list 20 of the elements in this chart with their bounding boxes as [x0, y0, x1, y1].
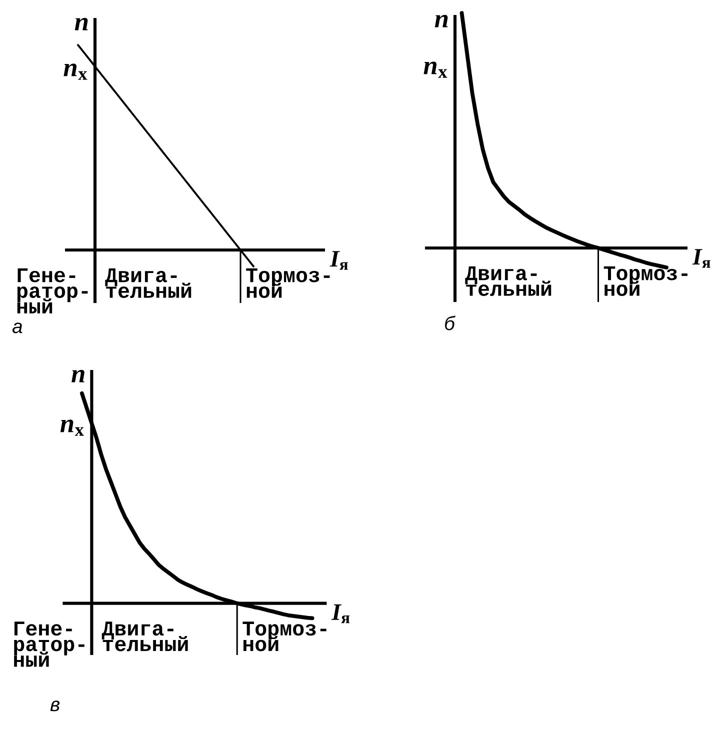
text: Двига- тельный: [105, 268, 192, 298]
text: Двига- тельный: [102, 622, 188, 652]
annotation: n$_{х}$: [64, 64, 88, 80]
text: а: [12, 322, 22, 334]
annotation: Тормоз- ной: [604, 266, 688, 296]
annotation: n$_{х}$: [60, 420, 84, 436]
y-axis-title: n: [74, 18, 88, 30]
x-axis-title: I$_{я}$: [692, 249, 710, 268]
text: Гене- ратор- ный: [14, 622, 84, 667]
text: в: [50, 700, 60, 712]
text: Тормоз- ной: [246, 268, 330, 298]
text: Тормоз- ной: [242, 622, 326, 652]
text: б: [444, 316, 456, 330]
x-axis-title: I$_{я}$: [330, 251, 348, 270]
x-axis-title: I$_{я}$: [331, 604, 350, 624]
y-axis-title: n: [72, 370, 84, 382]
annotation: Двига- тельный: [465, 266, 552, 296]
annotation: n$_{х}$: [424, 62, 448, 78]
y-axis-title: n: [434, 14, 448, 28]
text: Гене- ратор- ный: [17, 268, 88, 314]
